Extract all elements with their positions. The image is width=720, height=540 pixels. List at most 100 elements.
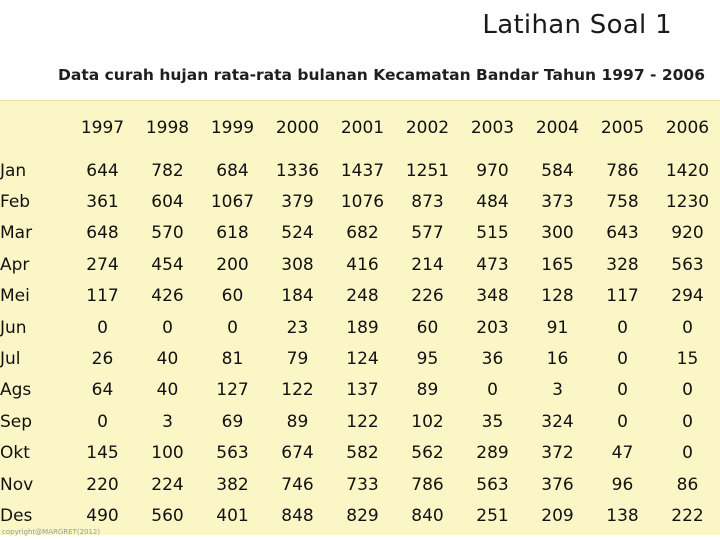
- month-label: Jan: [0, 160, 27, 181]
- rainfall-value-cell: 682: [346, 223, 379, 244]
- rainfall-value-cell: 137: [346, 380, 379, 401]
- rainfall-value-cell: 786: [606, 160, 639, 181]
- rainfall-value-cell: 733: [346, 474, 379, 495]
- month-label: Feb: [0, 192, 31, 213]
- rainfall-value-cell: 582: [346, 443, 379, 464]
- year-header: 2001: [340, 118, 385, 138]
- rainfall-value-cell: 0: [682, 411, 693, 432]
- rainfall-value-cell: 873: [411, 192, 444, 213]
- rainfall-value-cell: 0: [682, 317, 693, 338]
- rainfall-value-cell: 618: [216, 223, 249, 244]
- rainfall-value-cell: 584: [541, 160, 574, 181]
- rainfall-value-cell: 60: [416, 317, 439, 338]
- rainfall-value-cell: 372: [541, 443, 574, 464]
- rainfall-value-cell: 3: [162, 411, 173, 432]
- rainfall-value-cell: 81: [221, 349, 244, 370]
- year-header: 1998: [145, 118, 190, 138]
- rainfall-value-cell: 16: [546, 349, 569, 370]
- rainfall-value-cell: 0: [487, 380, 498, 401]
- rainfall-value-cell: 648: [86, 223, 119, 244]
- rainfall-value-cell: 15: [676, 349, 699, 370]
- rainfall-value-cell: 122: [281, 380, 314, 401]
- rainfall-value-cell: 96: [611, 474, 634, 495]
- rainfall-value-cell: 1437: [340, 160, 385, 181]
- rainfall-value-cell: 0: [617, 380, 628, 401]
- rainfall-table: 1997 1998 1999 2000 2001 2002 2003 2004 2005 2006…: [0, 101, 720, 532]
- rainfall-value-cell: 401: [216, 505, 249, 526]
- copyright-note: copyright@MARGRET(2012): [2, 528, 101, 536]
- year-header: 2002: [405, 118, 450, 138]
- rainfall-value-cell: 117: [86, 286, 119, 307]
- rainfall-value-cell: 0: [97, 317, 108, 338]
- month-label: Jul: [0, 349, 21, 370]
- rainfall-value-cell: 224: [151, 474, 184, 495]
- year-header: 1999: [210, 118, 255, 138]
- rainfall-value-cell: 226: [411, 286, 444, 307]
- rainfall-value-cell: 289: [476, 443, 509, 464]
- table-row: Mar 648 570 618 524 682 577 515 300 643 920: [0, 218, 720, 249]
- rainfall-value-cell: 145: [86, 443, 119, 464]
- rainfall-value-cell: 1251: [405, 160, 450, 181]
- rainfall-value-cell: 361: [86, 192, 119, 213]
- rainfall-value-cell: 47: [611, 443, 634, 464]
- rainfall-value-cell: 0: [617, 411, 628, 432]
- rainfall-value-cell: 127: [216, 380, 249, 401]
- month-label: Apr: [0, 254, 30, 275]
- rainfall-value-cell: 40: [156, 349, 179, 370]
- rainfall-value-cell: 786: [411, 474, 444, 495]
- rainfall-value-cell: 848: [281, 505, 314, 526]
- month-label: Sep: [0, 411, 33, 432]
- rainfall-value-cell: 382: [216, 474, 249, 495]
- year-header: 2005: [600, 118, 645, 138]
- rainfall-value-cell: 643: [606, 223, 639, 244]
- rainfall-value-cell: 328: [606, 254, 639, 275]
- rainfall-value-cell: 35: [481, 411, 504, 432]
- month-label: Nov: [0, 474, 34, 495]
- rainfall-value-cell: 251: [476, 505, 509, 526]
- table-row: Apr 274 454 200 308 416 214 473 165 328 563: [0, 249, 720, 280]
- rainfall-value-cell: 829: [346, 505, 379, 526]
- rainfall-value-cell: 840: [411, 505, 444, 526]
- rainfall-value-cell: 758: [606, 192, 639, 213]
- rainfall-value-cell: 69: [221, 411, 244, 432]
- rainfall-value-cell: 300: [541, 223, 574, 244]
- rainfall-value-cell: 0: [162, 317, 173, 338]
- month-label: Mei: [0, 286, 30, 307]
- rainfall-value-cell: 274: [86, 254, 119, 275]
- month-label: Okt: [0, 443, 30, 464]
- rainfall-value-cell: 122: [346, 411, 379, 432]
- rainfall-value-cell: 563: [671, 254, 704, 275]
- year-header: 2000: [275, 118, 320, 138]
- slide-title: Latihan Soal 1: [482, 10, 672, 40]
- rainfall-value-cell: 0: [97, 411, 108, 432]
- rainfall-value-cell: 454: [151, 254, 184, 275]
- rainfall-value-cell: 294: [671, 286, 704, 307]
- rainfall-value-cell: 577: [411, 223, 444, 244]
- rainfall-value-cell: 563: [476, 474, 509, 495]
- rainfall-value-cell: 674: [281, 443, 314, 464]
- rainfall-value-cell: 490: [86, 505, 119, 526]
- rainfall-value-cell: 222: [671, 505, 704, 526]
- rainfall-value-cell: 376: [541, 474, 574, 495]
- table-caption: Data curah hujan rata-rata bulanan Kecam…: [58, 66, 705, 84]
- rainfall-value-cell: 379: [281, 192, 314, 213]
- rainfall-value-cell: 128: [541, 286, 574, 307]
- rainfall-value-cell: 23: [286, 317, 309, 338]
- year-header: 2003: [470, 118, 515, 138]
- rainfall-value-cell: 1420: [665, 160, 710, 181]
- rainfall-value-cell: 0: [617, 317, 628, 338]
- table-row: Sep 0 3 69 89 122 102 35 324 0 0: [0, 406, 720, 437]
- year-header: 2006: [665, 118, 710, 138]
- table-row: Okt 145 100 563 674 582 562 289 372 47 0: [0, 438, 720, 469]
- rainfall-value-cell: 684: [216, 160, 249, 181]
- rainfall-value-cell: 562: [411, 443, 444, 464]
- rainfall-value-cell: 95: [416, 349, 439, 370]
- rainfall-value-cell: 570: [151, 223, 184, 244]
- rainfall-value-cell: 184: [281, 286, 314, 307]
- rainfall-value-cell: 209: [541, 505, 574, 526]
- rainfall-value-cell: 40: [156, 380, 179, 401]
- table-row: Nov 220 224 382 746 733 786 563 376 96 86: [0, 469, 720, 500]
- rainfall-value-cell: 60: [221, 286, 244, 307]
- rainfall-value-cell: 189: [346, 317, 379, 338]
- rainfall-value-cell: 473: [476, 254, 509, 275]
